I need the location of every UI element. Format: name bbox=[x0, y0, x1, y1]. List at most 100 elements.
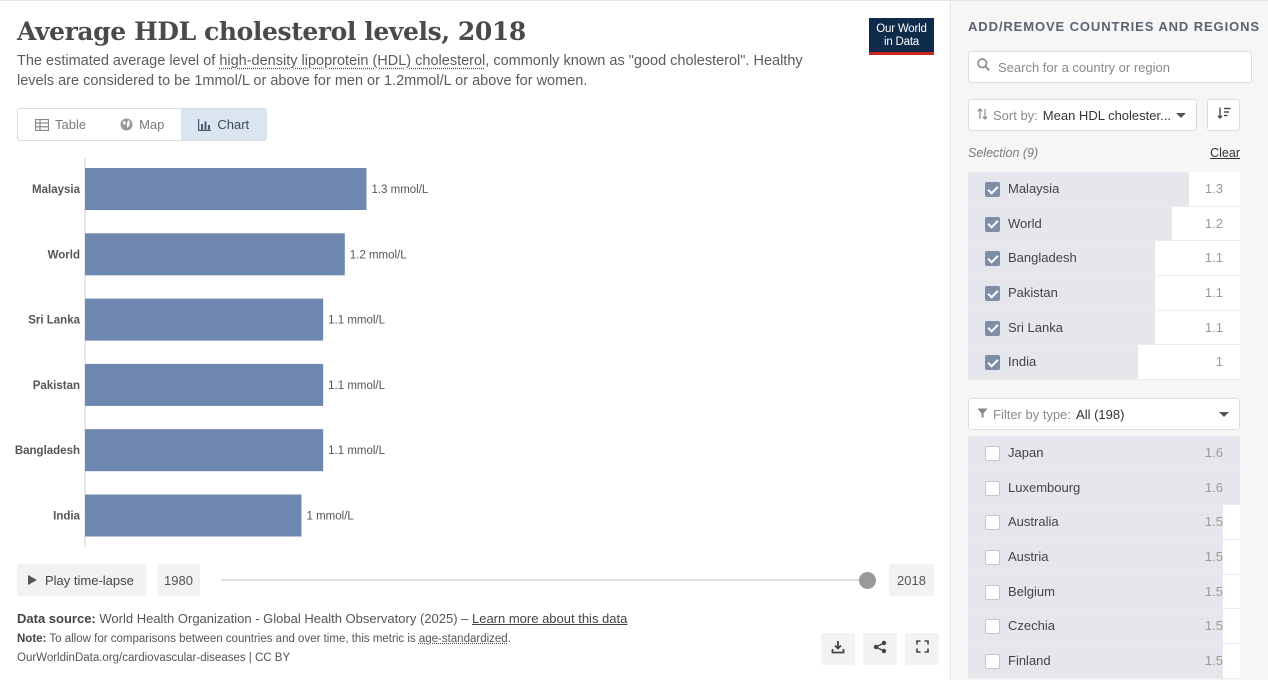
share-button[interactable] bbox=[863, 633, 897, 665]
category-label: Bangladesh bbox=[15, 445, 80, 457]
tab-table-label: Table bbox=[55, 117, 86, 132]
checkbox[interactable] bbox=[985, 654, 1000, 669]
entity-value: 1.6 bbox=[1205, 480, 1223, 495]
logo-line-1: Our World bbox=[869, 23, 934, 36]
checkbox[interactable] bbox=[985, 619, 1000, 634]
note-label: Note: bbox=[17, 633, 46, 645]
chevron-down-icon bbox=[1176, 113, 1186, 118]
selected-entity-row[interactable]: Malaysia 1.3 bbox=[968, 172, 1240, 207]
checkbox[interactable] bbox=[985, 446, 1000, 461]
selection-header: Selection (9) Clear bbox=[968, 146, 1240, 160]
bar-chart-icon bbox=[198, 119, 211, 131]
data-source: Data source: World Health Organization -… bbox=[17, 610, 807, 628]
selected-entity-row[interactable]: Sri Lanka 1.1 bbox=[968, 311, 1240, 346]
tab-map[interactable]: Map bbox=[103, 109, 181, 140]
checkbox[interactable] bbox=[985, 182, 1000, 197]
country-search[interactable] bbox=[968, 51, 1252, 83]
value-label: 1.1 mmol/L bbox=[328, 445, 385, 457]
bar-bangladesh[interactable] bbox=[85, 429, 323, 471]
checkbox[interactable] bbox=[985, 550, 1000, 565]
category-label: Sri Lanka bbox=[28, 315, 80, 327]
checkbox[interactable] bbox=[985, 481, 1000, 496]
selected-entity-row[interactable]: India 1 bbox=[968, 345, 1240, 380]
checkbox[interactable] bbox=[985, 217, 1000, 232]
filter-icon bbox=[977, 407, 988, 422]
checkbox[interactable] bbox=[985, 321, 1000, 336]
entity-row[interactable]: Luxembourg 1.6 bbox=[968, 471, 1240, 506]
source-text: World Health Organization - Global Healt… bbox=[99, 611, 472, 626]
note-text: To allow for comparisons between countri… bbox=[49, 633, 418, 645]
value-bar bbox=[968, 505, 1223, 539]
checkbox[interactable] bbox=[985, 515, 1000, 530]
entity-row[interactable]: Belgium 1.5 bbox=[968, 575, 1240, 610]
chart-title: Average HDL cholesterol levels, 2018 bbox=[17, 17, 526, 46]
timeline-track[interactable] bbox=[221, 579, 869, 581]
sort-order-button[interactable] bbox=[1207, 99, 1240, 131]
checkbox[interactable] bbox=[985, 355, 1000, 370]
learn-more-link[interactable]: Learn more about this data bbox=[472, 611, 627, 626]
chart-footer: Data source: World Health Organization -… bbox=[17, 610, 807, 667]
owid-logo[interactable]: Our World in Data bbox=[869, 18, 934, 55]
bar-pakistan[interactable] bbox=[85, 364, 323, 406]
share-icon bbox=[873, 640, 887, 659]
globe-icon bbox=[120, 118, 133, 131]
tab-table[interactable]: Table bbox=[18, 109, 103, 140]
tab-chart[interactable]: Chart bbox=[181, 109, 266, 140]
clear-selection-button[interactable]: Clear bbox=[1210, 146, 1240, 160]
checkbox[interactable] bbox=[985, 286, 1000, 301]
entity-value: 1.5 bbox=[1205, 584, 1223, 599]
sort-dropdown[interactable]: Sort by: Mean HDL cholester... bbox=[968, 99, 1197, 131]
value-label: 1.2 mmol/L bbox=[350, 249, 407, 261]
checkbox[interactable] bbox=[985, 251, 1000, 266]
search-icon bbox=[977, 58, 990, 76]
selected-entity-row[interactable]: Bangladesh 1.1 bbox=[968, 241, 1240, 276]
entity-value: 1.5 bbox=[1205, 549, 1223, 564]
timeline-end-year[interactable]: 2018 bbox=[889, 564, 934, 596]
timeline-handle[interactable] bbox=[859, 572, 876, 589]
subtitle-text: The estimated average level of bbox=[17, 53, 219, 69]
entity-value: 1.5 bbox=[1205, 514, 1223, 529]
value-bar bbox=[968, 644, 1223, 678]
chart-subtitle: The estimated average level of high-dens… bbox=[17, 52, 837, 91]
download-button[interactable] bbox=[821, 633, 855, 665]
entity-name: Japan bbox=[1008, 445, 1043, 460]
entity-name: Finland bbox=[1008, 653, 1051, 668]
bar-india[interactable] bbox=[85, 495, 302, 537]
age-standardized-link[interactable]: age-standardized bbox=[419, 633, 508, 645]
fullscreen-button[interactable] bbox=[905, 633, 939, 665]
table-icon bbox=[35, 119, 49, 131]
bar-world[interactable] bbox=[85, 233, 345, 275]
entity-row[interactable]: Australia 1.5 bbox=[968, 505, 1240, 540]
filter-label: Filter by type: bbox=[993, 407, 1071, 422]
entity-row[interactable]: Austria 1.5 bbox=[968, 540, 1240, 575]
checkbox[interactable] bbox=[985, 585, 1000, 600]
entity-value: 1.5 bbox=[1205, 618, 1223, 633]
selected-entity-row[interactable]: World 1.2 bbox=[968, 207, 1240, 242]
entity-value: 1.6 bbox=[1205, 445, 1223, 460]
timeline-start-year[interactable]: 1980 bbox=[157, 564, 200, 596]
chart-actions bbox=[821, 633, 939, 665]
entity-row[interactable]: Finland 1.5 bbox=[968, 644, 1240, 679]
entity-name: Pakistan bbox=[1008, 285, 1058, 300]
download-icon bbox=[831, 640, 845, 659]
sort-arrows-icon bbox=[977, 108, 988, 123]
play-timelapse-button[interactable]: Play time-lapse bbox=[17, 564, 147, 596]
entity-name: World bbox=[1008, 216, 1042, 231]
filter-type-dropdown[interactable]: Filter by type: All (198) bbox=[968, 398, 1240, 430]
sidebar-heading: ADD/REMOVE COUNTRIES AND REGIONS bbox=[968, 19, 1260, 34]
entity-row[interactable]: Czechia 1.5 bbox=[968, 609, 1240, 644]
tab-map-label: Map bbox=[139, 117, 164, 132]
search-input[interactable] bbox=[998, 60, 1238, 75]
entity-name: Bangladesh bbox=[1008, 250, 1077, 265]
bar-sri-lanka[interactable] bbox=[85, 299, 323, 341]
hdl-definition-link[interactable]: high-density lipoprotein (HDL) cholester… bbox=[219, 53, 485, 69]
note: Note: To allow for comparisons between c… bbox=[17, 631, 807, 648]
entity-row[interactable]: Japan 1.6 bbox=[968, 436, 1240, 471]
value-bar bbox=[968, 609, 1223, 643]
chevron-down-icon bbox=[1219, 412, 1229, 417]
source-url[interactable]: OurWorldinData.org/cardiovascular-diseas… bbox=[17, 650, 807, 667]
sort-value: Mean HDL cholester... bbox=[1043, 108, 1171, 123]
selected-entity-row[interactable]: Pakistan 1.1 bbox=[968, 276, 1240, 311]
bar-malaysia[interactable] bbox=[85, 168, 366, 210]
available-list: Japan 1.6 Luxembourg 1.6 Australia 1.5 Austria… bbox=[968, 436, 1240, 679]
